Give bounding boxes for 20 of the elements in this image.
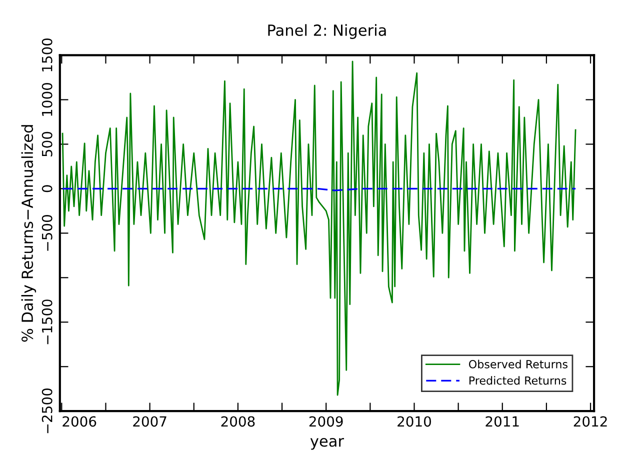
x-tick-label: 2011 [486,416,519,427]
legend-label: Observed Returns [469,360,568,368]
y-tick-label: 1500 [42,38,52,72]
x-tick-label: 2006 [62,416,96,427]
y-tick-label: 500 [42,132,52,156]
y-tick-label: −1500 [42,300,52,344]
x-tick-label: 2012 [574,416,607,427]
y-tick-label: −500 [42,215,52,251]
x-tick-label: 2008 [221,416,255,427]
x-tick-label: 2007 [133,416,166,427]
y-axis-title: % Daily Returns−Annualized [21,125,36,342]
y-tick-label: 1000 [42,82,52,116]
legend-label: Predicted Returns [469,376,566,385]
y-tick-label: 0 [42,185,52,192]
x-axis-title: year [310,438,344,450]
line-series [62,60,576,396]
x-tick-label: 2010 [398,416,431,427]
x-tick-label: 2009 [309,416,343,427]
y-tick-label: −2500 [42,388,52,434]
chart-title: Panel 2: Nigeria [268,24,386,39]
